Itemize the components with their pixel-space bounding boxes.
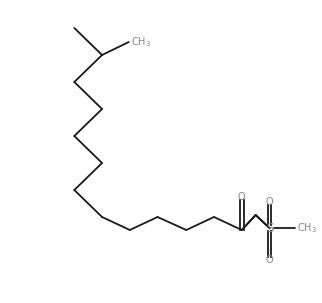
Text: CH$_3$: CH$_3$ [131, 35, 151, 49]
Text: O: O [266, 255, 273, 265]
Text: O: O [238, 192, 246, 202]
Text: O: O [266, 197, 273, 207]
Text: S: S [266, 221, 273, 235]
Text: CH$_3$: CH$_3$ [297, 221, 317, 235]
